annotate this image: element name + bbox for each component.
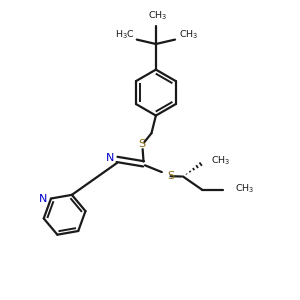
Text: CH$_3$: CH$_3$ [235, 183, 254, 195]
Text: S: S [167, 172, 174, 182]
Text: S: S [139, 139, 145, 149]
Text: H$_3$C: H$_3$C [115, 28, 135, 41]
Text: CH$_3$: CH$_3$ [178, 28, 198, 41]
Text: CH$_3$: CH$_3$ [211, 155, 230, 167]
Text: CH$_3$: CH$_3$ [148, 10, 167, 22]
Text: N: N [39, 194, 47, 203]
Text: N: N [106, 153, 114, 163]
